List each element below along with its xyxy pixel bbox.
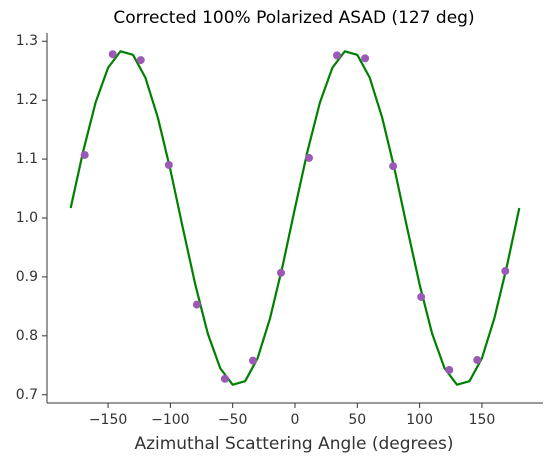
x-tick-label: 50	[348, 412, 366, 428]
y-tick-label: 1.1	[16, 151, 38, 167]
x-tick-label: −50	[218, 412, 248, 428]
x-tick-label: 150	[469, 412, 496, 428]
data-point	[445, 366, 454, 375]
x-axis-label: Azimuthal Scattering Angle (degrees)	[134, 434, 453, 454]
data-point	[389, 162, 398, 171]
data-point	[108, 50, 117, 59]
y-tick-label: 1.3	[16, 33, 38, 49]
data-point	[501, 267, 510, 276]
data-point	[192, 300, 201, 309]
y-tick-label: 1.2	[16, 92, 38, 108]
x-tick-label: −150	[89, 412, 127, 428]
x-tick-label: 100	[406, 412, 433, 428]
data-point	[473, 355, 482, 364]
data-point	[333, 51, 342, 60]
data-point	[417, 292, 426, 301]
y-tick-label: 0.7	[16, 387, 38, 403]
fit-line	[69, 50, 521, 386]
x-tick-label: −100	[151, 412, 189, 428]
data-point	[361, 54, 370, 63]
data-point	[164, 160, 173, 169]
data-point	[276, 268, 285, 277]
x-tick-label: 0	[291, 412, 300, 428]
y-tick-label: 0.9	[16, 269, 38, 285]
y-tick-label: 0.8	[16, 328, 38, 344]
data-point	[220, 374, 229, 383]
data-point	[80, 150, 89, 159]
chart-title: Corrected 100% Polarized ASAD (127 deg)	[113, 8, 474, 28]
data-point	[248, 356, 257, 365]
y-tick-label: 1.0	[16, 210, 38, 226]
data-point	[136, 56, 145, 65]
data-point	[305, 153, 314, 162]
